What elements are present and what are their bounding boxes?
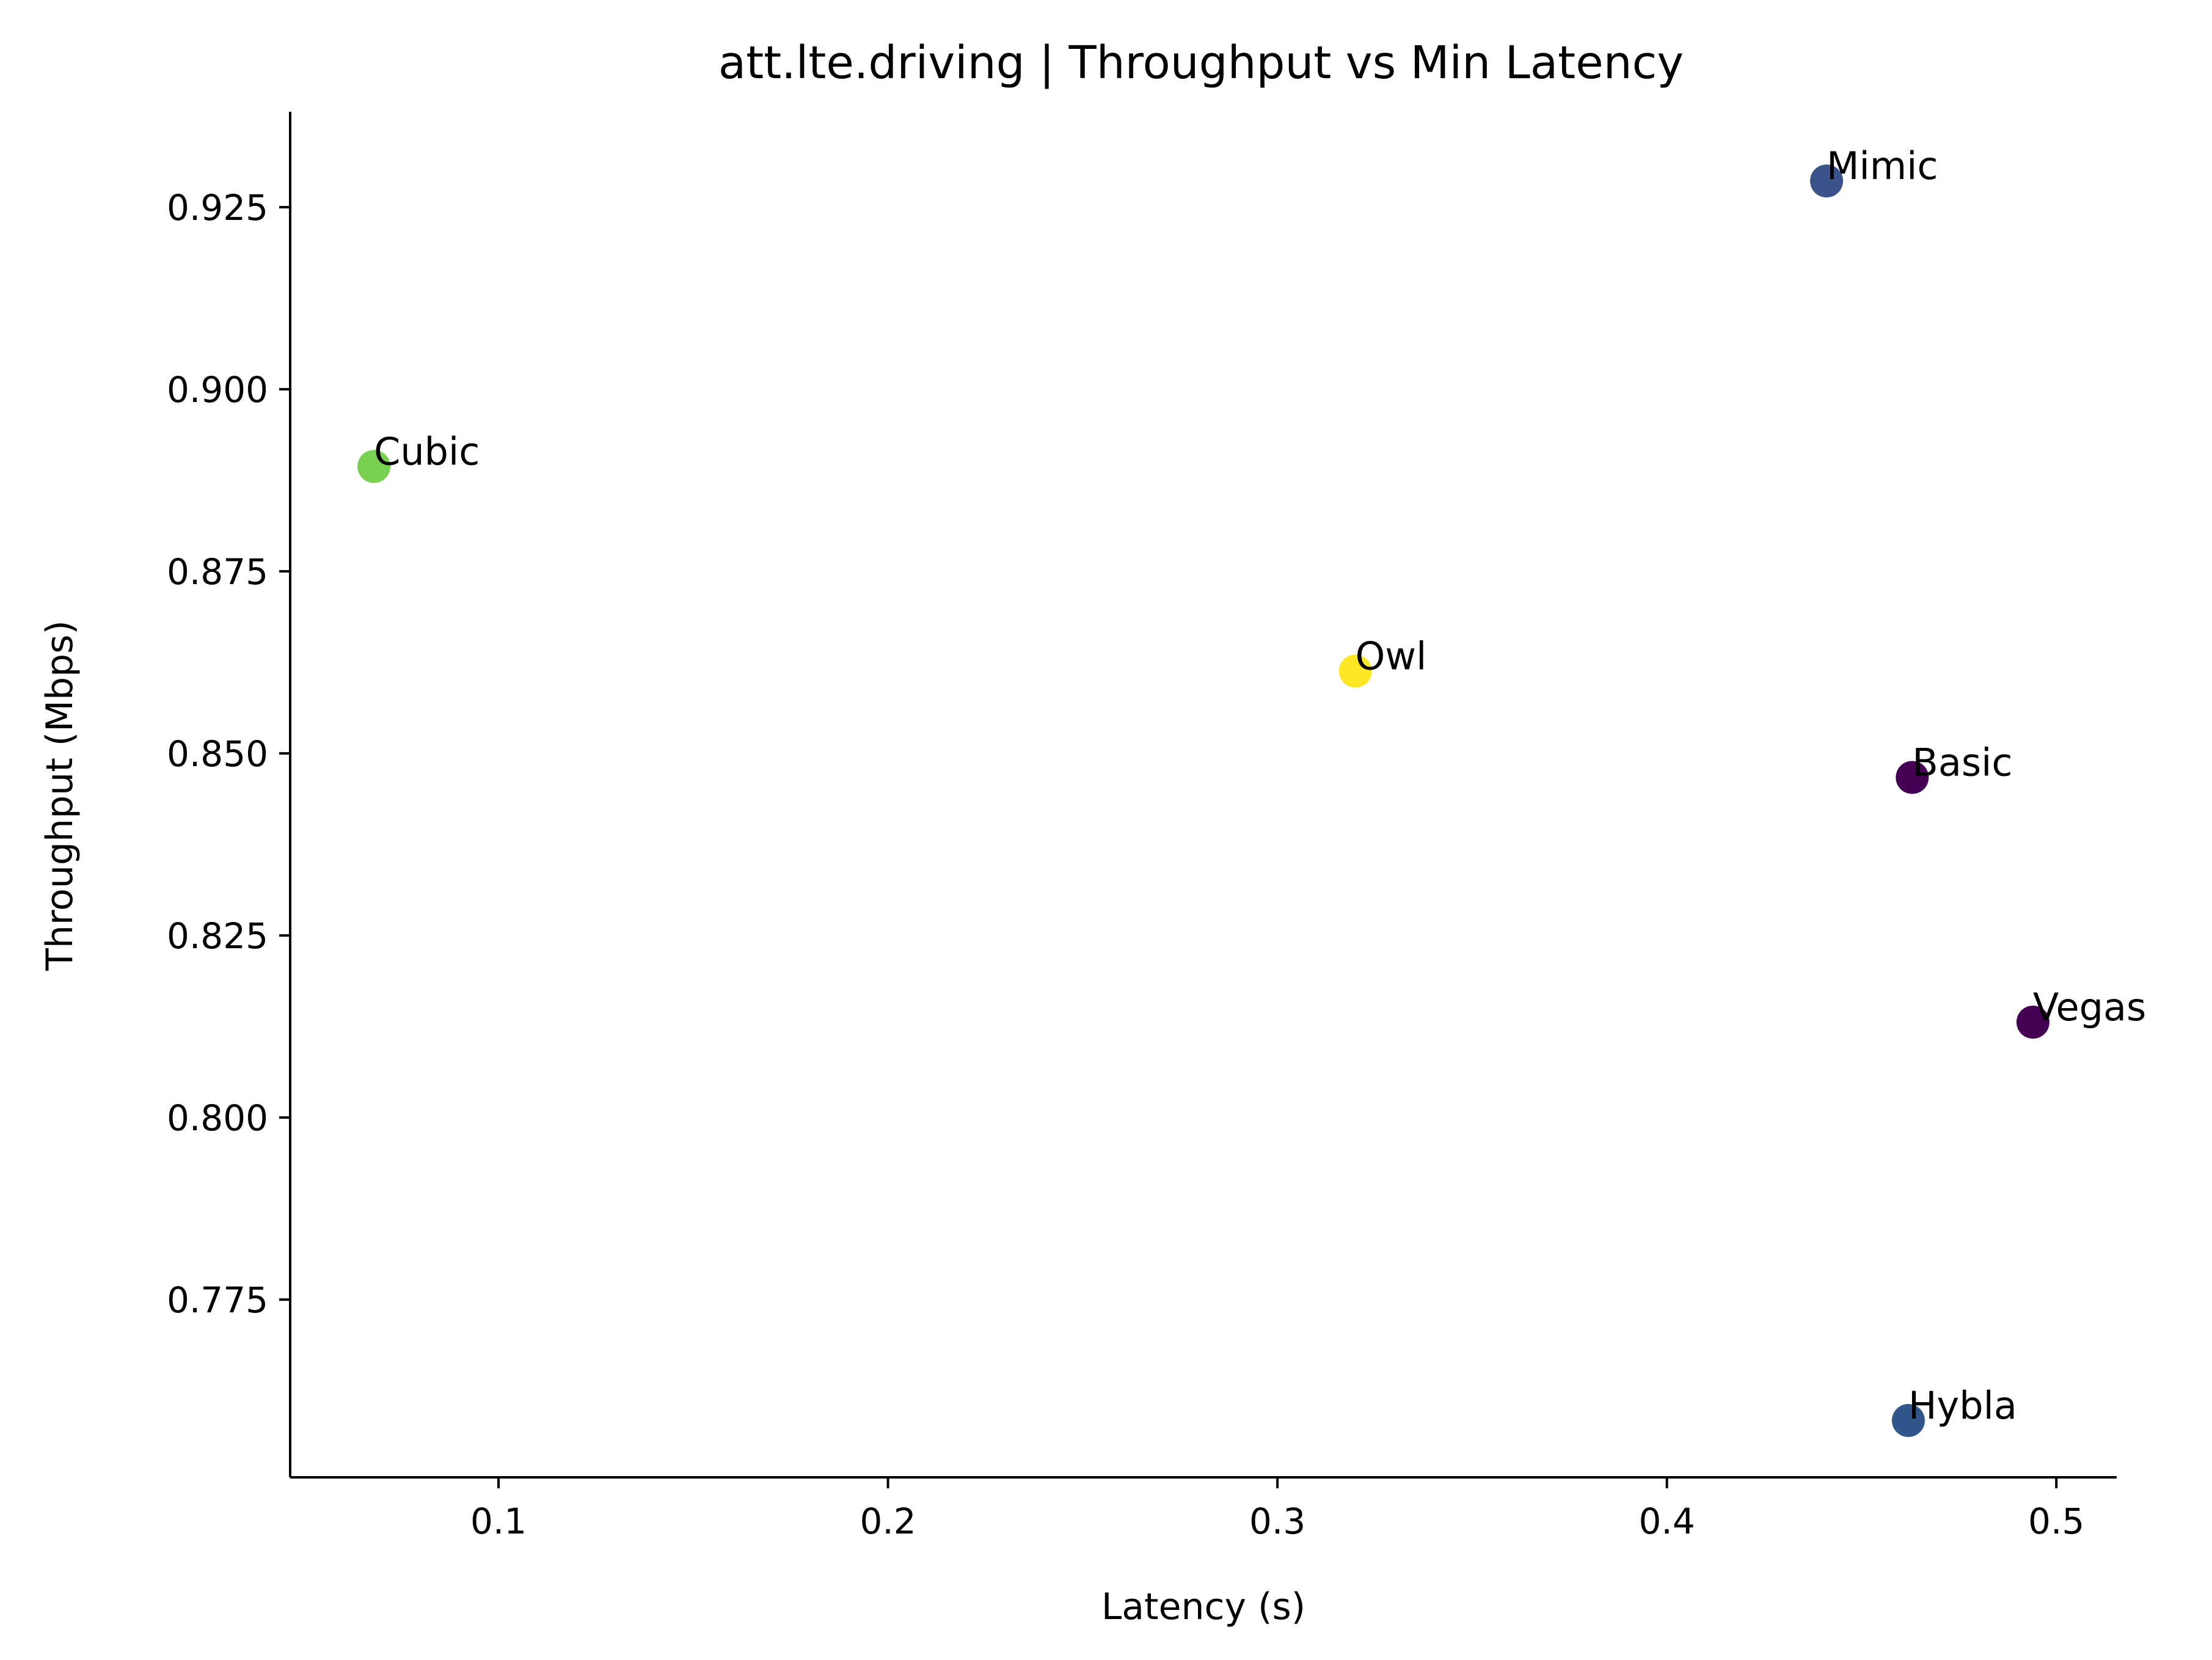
point-label-basic: Basic [1912,740,2012,784]
x-tick-label: 0.5 [2028,1501,2084,1542]
data-point-vegas [2016,1006,2050,1039]
data-points: Mimic Cubic Owl Basic Vegas Hybla [357,144,2146,1438]
y-tick-label: 0.875 [167,551,268,593]
y-ticks: 0.775 0.800 0.825 0.850 0.875 0.900 0.925 [167,187,290,1321]
x-ticks: 0.1 0.2 0.3 0.4 0.5 [470,1477,2084,1542]
y-tick-label: 0.850 [167,733,268,775]
point-label-vegas: Vegas [2033,985,2146,1029]
plot-axes [289,112,2117,1479]
point-label-mimic: Mimic [1827,144,1938,188]
x-tick-label: 0.3 [1249,1501,1305,1542]
x-tick-label: 0.1 [470,1501,527,1542]
data-point-hybla [1891,1404,1925,1438]
y-axis-label: Throughput (Mbps) [38,620,81,971]
y-tick-label: 0.900 [167,369,268,411]
x-axis-label: Latency (s) [1101,1585,1305,1628]
y-tick-label: 0.825 [167,915,268,957]
y-tick-label: 0.925 [167,187,268,229]
point-label-cubic: Cubic [374,430,480,474]
chart-title: att.lte.driving | Throughput vs Min Late… [718,37,1684,89]
y-tick-label: 0.800 [167,1097,268,1139]
data-point-cubic [357,450,391,483]
x-tick-label: 0.2 [860,1501,916,1542]
data-point-mimic [1810,164,1844,198]
point-label-hybla: Hybla [1908,1383,2017,1428]
data-point-basic [1896,761,1929,794]
y-tick-label: 0.775 [167,1279,268,1321]
data-point-owl [1338,654,1372,688]
x-tick-label: 0.4 [1639,1501,1695,1542]
point-label-owl: Owl [1356,634,1427,678]
